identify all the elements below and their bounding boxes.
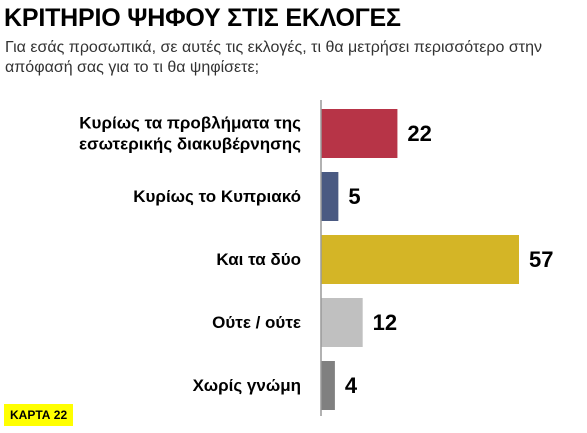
bar-1	[321, 172, 339, 221]
card-number-badge: ΚΑΡΤΑ 22	[4, 404, 74, 426]
value-label-4: 4	[345, 373, 358, 398]
category-label-0-line-0: Κυρίως τα προβλήματα της	[79, 114, 301, 133]
category-label-4: Χωρίς γνώμη	[193, 376, 301, 395]
value-label-0: 22	[407, 121, 431, 146]
chart-subtitle: Για εσάς προσωπικά, σε αυτές τις εκλογές…	[5, 39, 542, 76]
value-label-2: 57	[529, 247, 553, 272]
value-label-1: 5	[348, 184, 360, 209]
category-label-0-line-1: εσωτερικής διακυβέρνησης	[79, 135, 301, 154]
category-label-3: Ούτε / ούτε	[212, 313, 301, 332]
category-label-1: Κυρίως το Κυπριακό	[133, 187, 301, 206]
category-label-2: Και τα δύο	[216, 250, 301, 269]
bar-3	[321, 298, 363, 347]
bar-4	[321, 361, 335, 410]
bar-0	[321, 109, 398, 158]
chart-title: ΚΡΙΤΗΡΙΟ ΨΗΦΟΥ ΣΤΙΣ ΕΚΛΟΓΕΣ	[4, 4, 401, 32]
value-label-3: 12	[373, 310, 397, 335]
bar-2	[321, 235, 519, 284]
